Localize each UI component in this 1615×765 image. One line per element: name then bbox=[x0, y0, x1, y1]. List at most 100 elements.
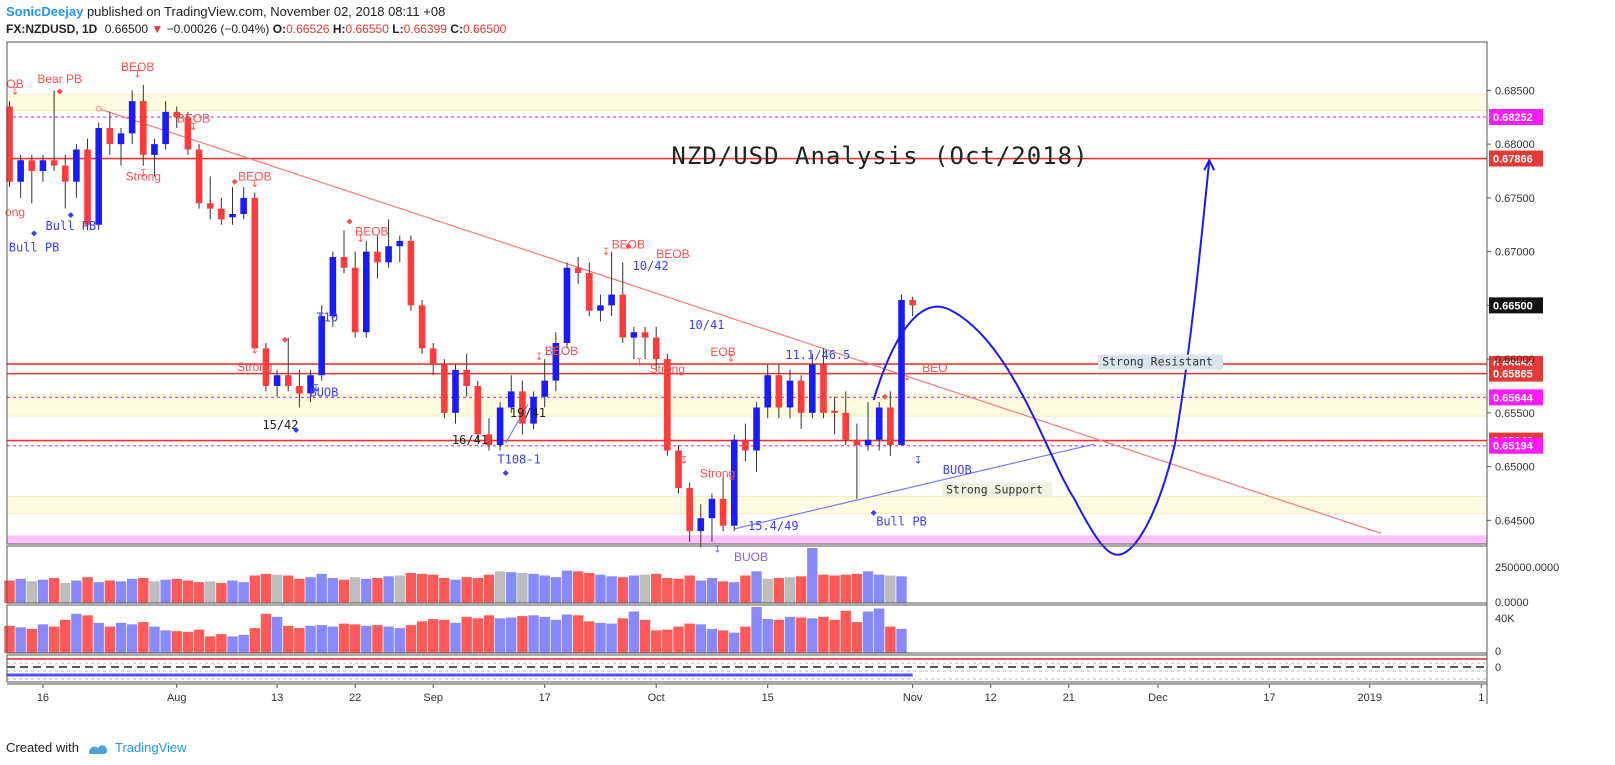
arrow-marker-icon: ↧ bbox=[251, 179, 259, 190]
annotation-label: 10/42 bbox=[633, 259, 669, 273]
last-price-label: 0.66500 bbox=[1493, 300, 1533, 312]
annotation-layer: OB Bear PB BEOB BEOB BEOB Strong ong Bull PB Bul… bbox=[5, 60, 1223, 564]
volume2-bar bbox=[740, 626, 751, 653]
candle-body bbox=[909, 299, 916, 306]
arrow-marker-icon: ↧ bbox=[357, 234, 365, 245]
volume-bar bbox=[651, 573, 662, 603]
zone-band bbox=[6, 496, 1488, 515]
volume-bar bbox=[851, 573, 863, 603]
volume2-bar bbox=[205, 636, 216, 653]
volume-bar bbox=[294, 578, 305, 603]
volume2-bar bbox=[851, 622, 863, 653]
candle-body bbox=[563, 267, 571, 343]
volume2-bar bbox=[885, 626, 896, 653]
candle-body bbox=[429, 348, 437, 365]
volume2-bar bbox=[182, 631, 194, 653]
x-tick-label: 2019 bbox=[1358, 692, 1382, 704]
volume-bar bbox=[840, 574, 851, 603]
annotation-label: Bull PB bbox=[9, 241, 60, 255]
high-label: H: bbox=[332, 22, 346, 36]
candle-body bbox=[463, 369, 470, 386]
annotation-label: 15.4/49 bbox=[748, 519, 799, 533]
x-tick-label: 22 bbox=[349, 692, 361, 704]
level-tag-label: 0.67866 bbox=[1493, 154, 1533, 166]
volume-bar bbox=[71, 580, 82, 603]
level-tag-label: 0.68252 bbox=[1493, 112, 1533, 124]
volume-bar bbox=[617, 577, 628, 603]
candle-body bbox=[831, 410, 838, 413]
volume-bar bbox=[271, 574, 283, 603]
volume-bar bbox=[807, 548, 818, 603]
tradingview-link[interactable]: TradingView bbox=[114, 740, 187, 755]
annotation-label: EOB bbox=[710, 345, 735, 359]
volume2-bar bbox=[416, 621, 428, 653]
volume-bar bbox=[238, 582, 249, 603]
volume2-bar bbox=[450, 622, 461, 653]
candle-body bbox=[418, 305, 426, 349]
volume-bar bbox=[450, 579, 461, 603]
arrow-marker-icon: ↧ bbox=[727, 353, 735, 364]
candle-body bbox=[664, 359, 671, 451]
arrow-marker-icon: ↧ bbox=[602, 247, 610, 258]
diamond-marker-icon bbox=[231, 178, 238, 185]
volume-bar bbox=[160, 579, 171, 603]
volume2-bar bbox=[494, 618, 506, 653]
volume2-bar bbox=[729, 632, 740, 653]
candle-body bbox=[240, 197, 247, 214]
volume2-bar bbox=[327, 626, 339, 653]
candle-body bbox=[117, 133, 125, 145]
arrow-marker-icon: ↧ bbox=[680, 455, 688, 466]
candle-body bbox=[864, 439, 872, 446]
volume-axis-label: 250000.0000 bbox=[1495, 562, 1559, 574]
volume2-bar bbox=[874, 608, 885, 653]
candle-body bbox=[541, 380, 548, 397]
author-link[interactable]: SonicDeejay bbox=[6, 4, 84, 19]
volume-bar bbox=[494, 571, 506, 603]
volume-bar bbox=[584, 573, 595, 603]
volume2-bar bbox=[104, 626, 116, 653]
volume-bar bbox=[885, 575, 896, 603]
annotation-label: Strong bbox=[700, 466, 735, 480]
diamond-marker-icon bbox=[881, 393, 888, 400]
level-tag bbox=[1489, 109, 1543, 126]
volume2-bar bbox=[584, 621, 595, 653]
candle-body bbox=[853, 439, 861, 446]
candle-body bbox=[162, 111, 169, 145]
volume2-bar bbox=[751, 607, 762, 653]
x-tick-label: 16 bbox=[37, 692, 49, 704]
candle-body bbox=[875, 407, 883, 440]
candle-body bbox=[50, 160, 58, 166]
volume2-bar bbox=[26, 628, 37, 653]
candle-body bbox=[363, 251, 370, 333]
volume2-bar bbox=[149, 626, 160, 653]
diamond-marker-icon bbox=[870, 509, 877, 516]
y-tick-label: 0.67000 bbox=[1495, 247, 1535, 259]
last-price: 0.66500 bbox=[104, 22, 149, 36]
symbol-label[interactable]: FX:NZDUSD, 1D bbox=[6, 22, 98, 36]
volume-bar bbox=[349, 577, 361, 603]
candle-body bbox=[61, 165, 69, 182]
x-tick-label: Dec bbox=[1148, 692, 1168, 704]
close-value: 0.66500 bbox=[462, 22, 507, 36]
note-label: Strong Support bbox=[946, 482, 1043, 496]
diamond-marker-icon bbox=[346, 218, 353, 225]
volume2-bar bbox=[539, 616, 550, 653]
candle-body bbox=[385, 246, 392, 263]
y-tick-label: 0.68000 bbox=[1495, 139, 1535, 151]
annotation-label: 11.1/46.5 bbox=[785, 348, 850, 362]
created-with-label: Created with bbox=[6, 740, 79, 755]
volume-bar bbox=[773, 578, 785, 603]
trendline-layer bbox=[95, 105, 1382, 556]
volume2-bar bbox=[405, 625, 417, 653]
volume-bar bbox=[550, 577, 562, 603]
volume2-bar bbox=[862, 611, 874, 653]
y-tick-label: 0.66000 bbox=[1495, 354, 1535, 366]
annotation-label: BEOB bbox=[355, 224, 388, 238]
x-tick-label: 15 bbox=[762, 692, 774, 704]
volume2-bar bbox=[171, 631, 182, 653]
volume-bar bbox=[751, 571, 762, 603]
price-change: −0.00026 (−0.04%) bbox=[166, 22, 270, 36]
candle-body bbox=[184, 117, 192, 150]
volume2-bar bbox=[651, 630, 662, 653]
price-chart[interactable]: 0.682520.678660.659540.658650.656440.652… bbox=[0, 40, 1615, 735]
